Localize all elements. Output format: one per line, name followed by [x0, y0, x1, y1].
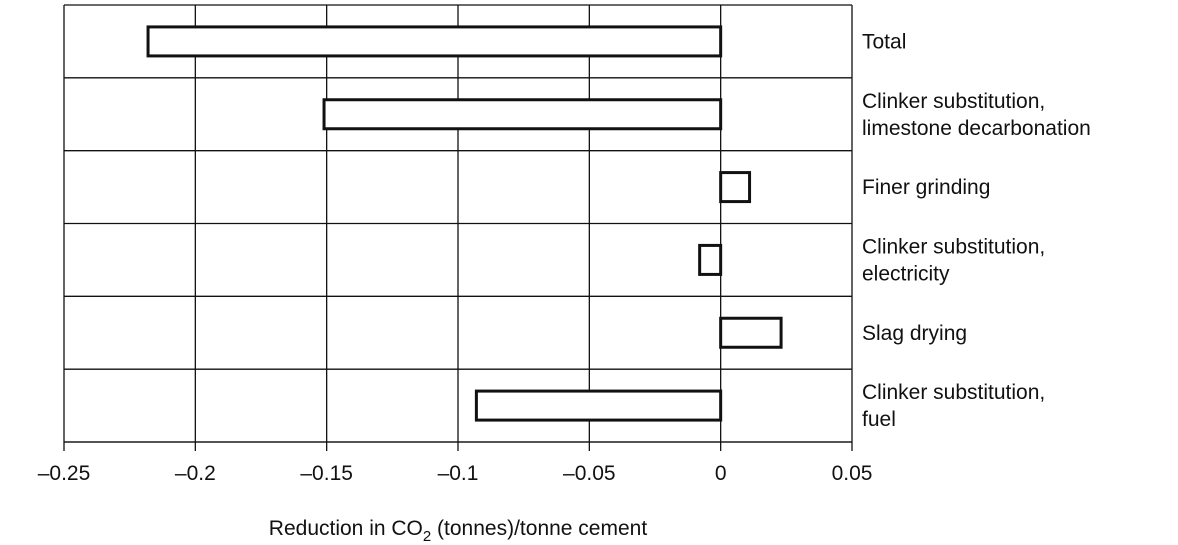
bar [719, 316, 783, 349]
category-label: Total [862, 30, 906, 53]
x-tick-label: 0 [715, 462, 727, 485]
category-label: Finer grinding [862, 176, 990, 199]
x-axis-label-subscript: 2 [423, 528, 431, 545]
category-label-line: Clinker substitution, [862, 235, 1045, 258]
category-label-line: limestone decarbonation [862, 117, 1091, 140]
x-tick-label: –0.05 [563, 462, 616, 485]
x-tick-label: –0.1 [438, 462, 479, 485]
x-axis-label-rest: (tonnes)/tonne cement [431, 517, 647, 540]
bar [322, 98, 723, 131]
x-tick-label: 0.05 [832, 462, 873, 485]
x-tick-label: –0.2 [175, 462, 216, 485]
bar [146, 25, 723, 58]
x-axis: –0.25 –0.2 –0.15 –0.1 –0.05 0 0.05 [38, 441, 873, 485]
category-label: Clinker substitution, fuel [862, 381, 1045, 431]
category-label-line: fuel [862, 408, 896, 431]
category-label-line: Clinker substitution, [862, 90, 1045, 113]
category-label: Slag drying [862, 322, 967, 345]
category-label-line: electricity [862, 262, 950, 285]
bar [719, 171, 752, 204]
category-labels: Total Clinker substitution, limestone deca… [862, 30, 1091, 431]
category-label-line: Finer grinding [862, 176, 990, 199]
x-axis-label-main: Reduction in CO [269, 517, 423, 540]
grid-lines [63, 4, 853, 443]
category-label-line: Clinker substitution, [862, 381, 1045, 404]
category-label: Clinker substitution, electricity [862, 235, 1045, 285]
category-label-line: Total [862, 30, 906, 53]
x-tick-label: –0.15 [300, 462, 353, 485]
bar [474, 389, 723, 422]
category-label: Clinker substitution, limestone decarbona… [862, 90, 1091, 140]
x-axis-label: Reduction in CO2 (tonnes)/tonne cement [269, 517, 648, 545]
category-label-line: Slag drying [862, 322, 967, 345]
x-tick-label: –0.25 [38, 462, 91, 485]
bar [698, 243, 723, 276]
bars [146, 25, 783, 422]
